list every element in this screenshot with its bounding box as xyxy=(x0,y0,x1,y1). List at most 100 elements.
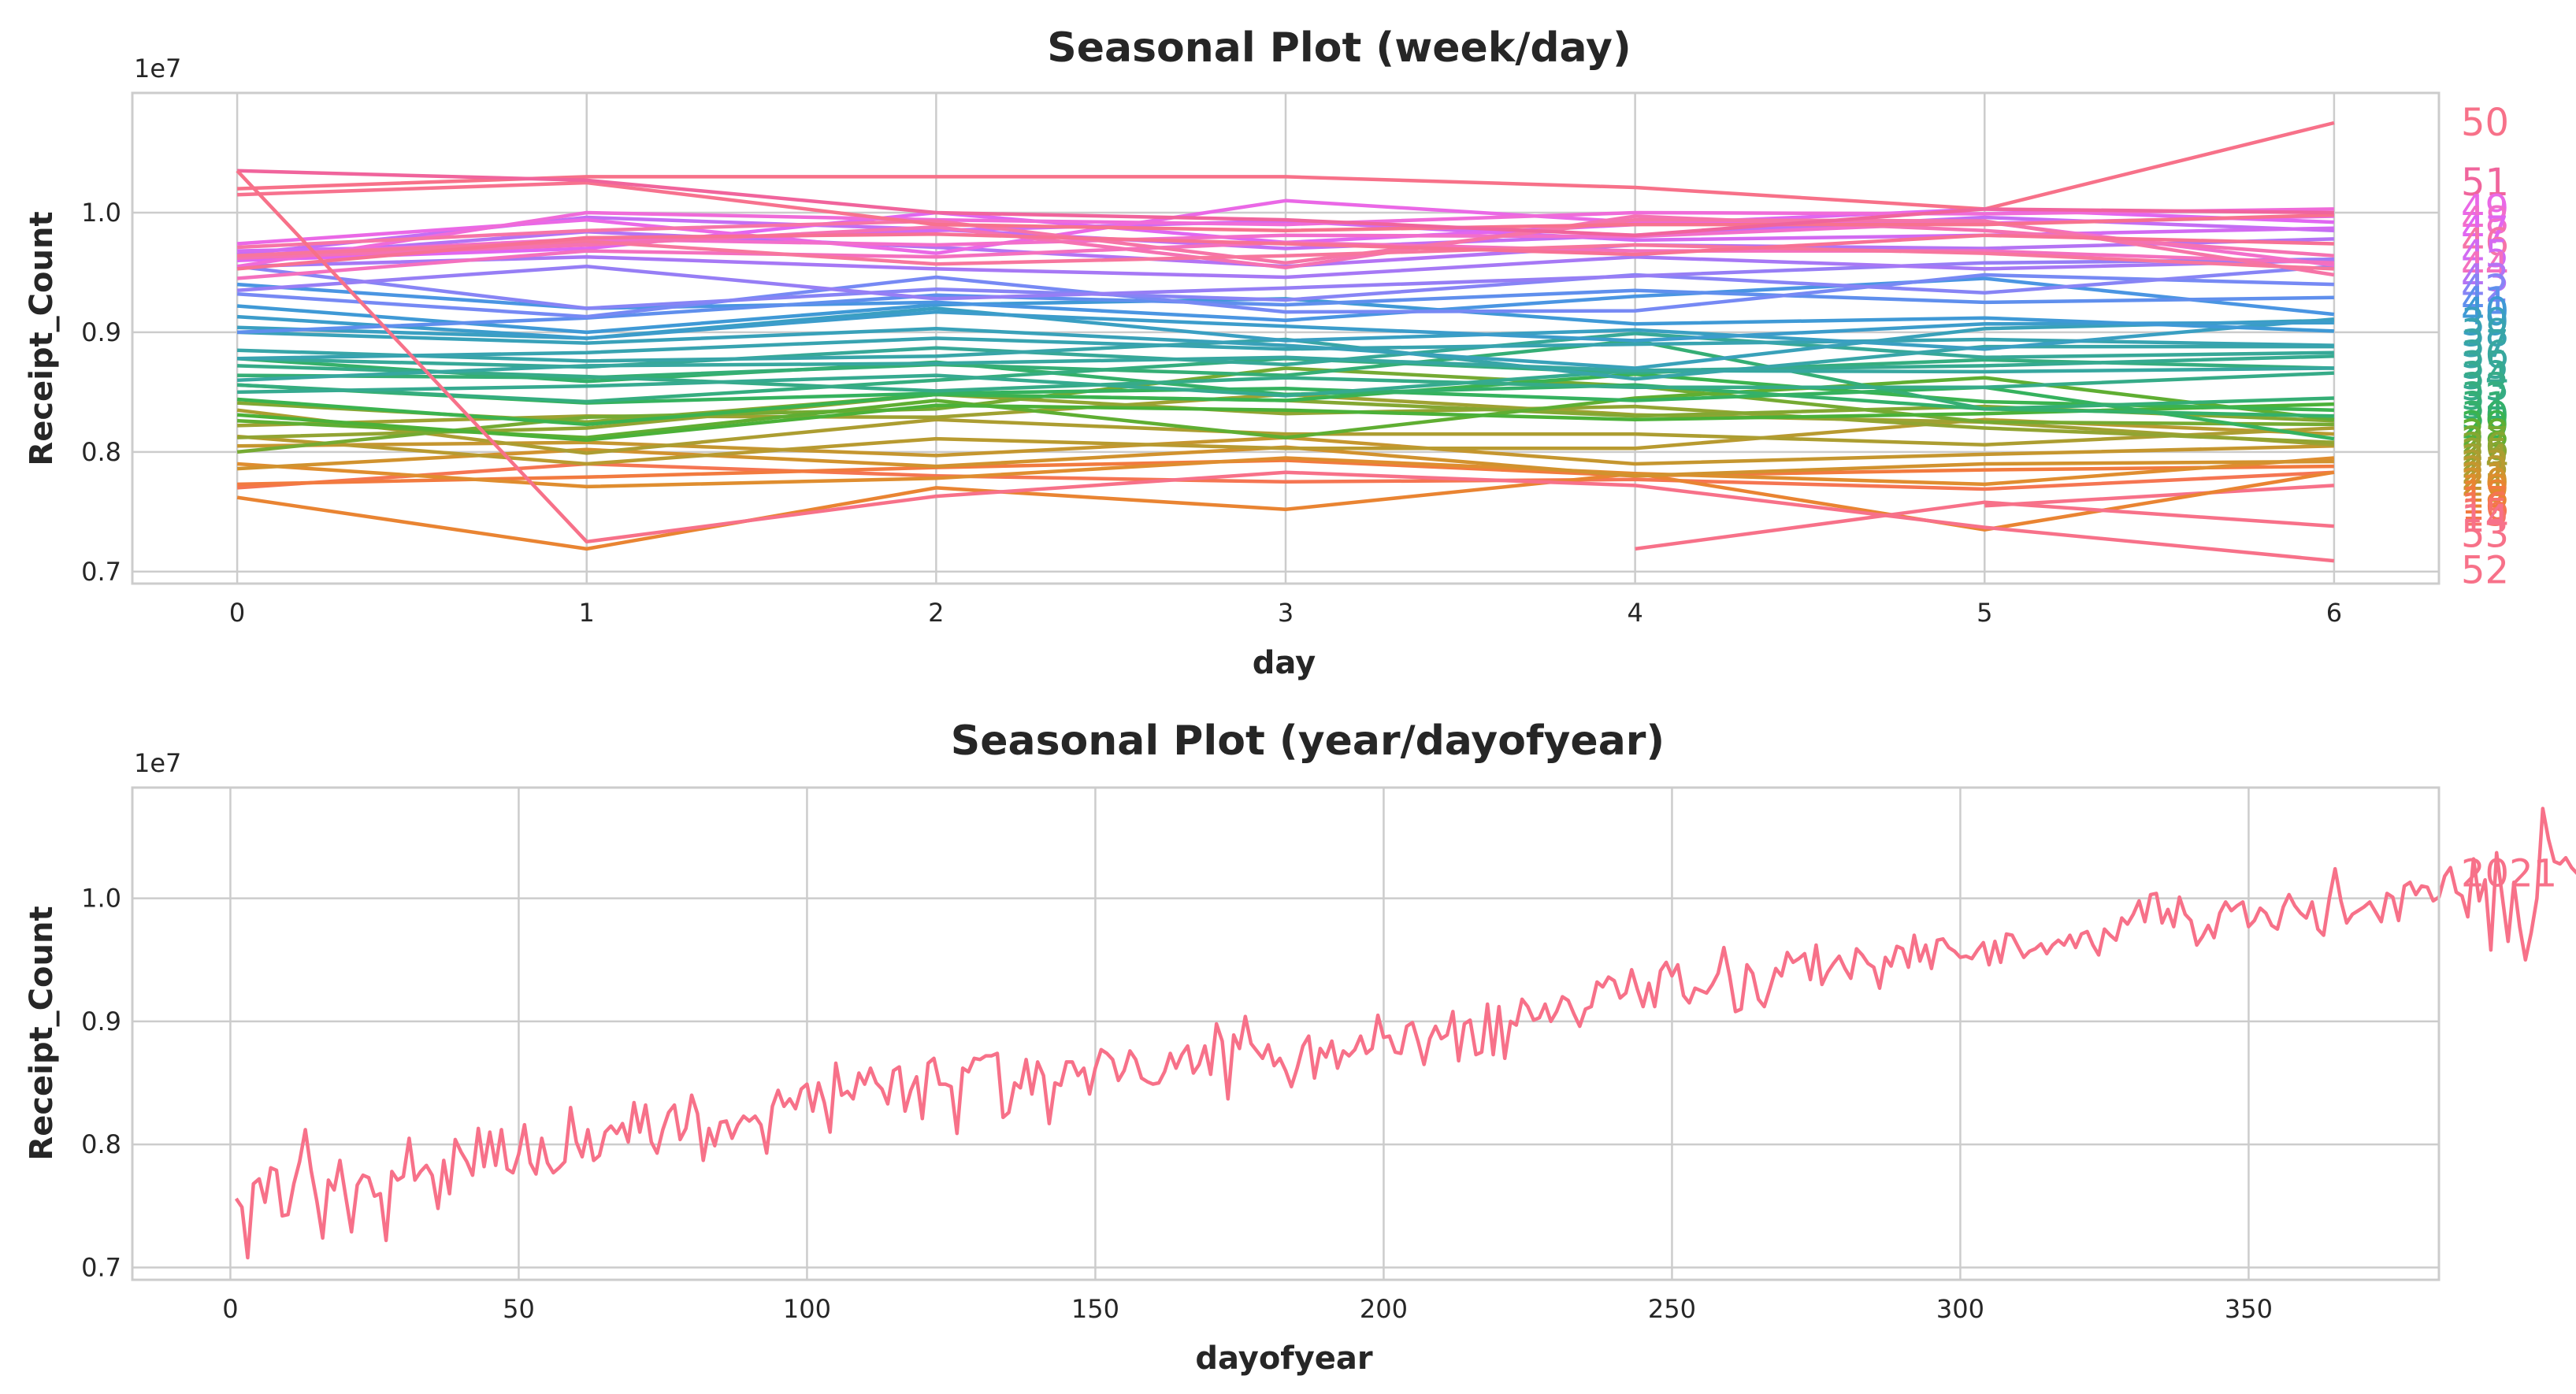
x-tick-label: 300 xyxy=(1936,1294,1984,1324)
series-end-label: 23 xyxy=(2461,443,2509,488)
series-end-label: 51 xyxy=(2461,161,2509,205)
y-tick-label: 0.8 xyxy=(81,1129,121,1159)
chart-title: Seasonal Plot (week/day) xyxy=(1047,24,1631,72)
y-tick-label: 0.9 xyxy=(81,317,121,347)
y-axis-label: Receipt_Count xyxy=(24,906,60,1160)
series-end-label: 26 xyxy=(2461,425,2509,469)
series-end-label: 50 xyxy=(2461,101,2509,145)
series-end-label: 49 xyxy=(2461,187,2509,231)
series-line-8 xyxy=(236,417,2334,466)
series-line-51 xyxy=(237,169,2334,238)
series-end-label: 37 xyxy=(2461,322,2509,366)
series-end-label: 16 xyxy=(2461,485,2509,529)
x-tick-label: 100 xyxy=(783,1294,831,1324)
series-line-46 xyxy=(236,217,2335,277)
series-end-label: 33 xyxy=(2461,365,2509,410)
series-end-label: 20 xyxy=(2461,461,2509,505)
x-tick-label: 2 xyxy=(928,598,944,628)
series-line-1 xyxy=(1984,484,2335,508)
series-end-label: 21 xyxy=(2461,455,2509,499)
series-line-22 xyxy=(237,354,2334,398)
series-end-label: 42 xyxy=(2461,267,2509,311)
x-tick-label: 4 xyxy=(1627,598,1642,628)
x-tick-label: 6 xyxy=(2326,598,2342,628)
series-end-label: 24 xyxy=(2461,437,2509,481)
series-line-34 xyxy=(236,265,2335,310)
series-end-label: 15 xyxy=(2461,491,2509,535)
series-end-label: 34 xyxy=(2461,354,2509,399)
y-axis-label: Receipt_Count xyxy=(24,211,60,465)
x-tick-label: 50 xyxy=(503,1294,535,1324)
series-end-label: 41 xyxy=(2461,279,2509,323)
series-end-label: 53 xyxy=(2461,513,2509,557)
series-end-label: 30 xyxy=(2461,394,2509,438)
x-axis-label: day xyxy=(1253,645,1316,681)
y-tick-label: 1.0 xyxy=(81,884,121,914)
series-line-13 xyxy=(236,366,2334,454)
series-line-9 xyxy=(236,408,2335,455)
series-line-14 xyxy=(236,376,2335,439)
series-line-21 xyxy=(237,364,2334,393)
series-line-42 xyxy=(236,207,2334,269)
series-line-16 xyxy=(236,372,2334,427)
series-end-label: 43 xyxy=(2461,257,2509,301)
series-line-29 xyxy=(236,310,2334,343)
x-tick-label: 250 xyxy=(1648,1294,1696,1324)
series-line-26 xyxy=(237,336,2334,361)
series-end-label: 47 xyxy=(2461,209,2509,253)
series-end-label: 2021 xyxy=(2461,851,2557,895)
series-line-2021 xyxy=(234,806,2576,1260)
x-tick-label: 150 xyxy=(1071,1294,1119,1324)
chart-title: Seasonal Plot (year/dayofyear) xyxy=(951,717,1665,765)
x-tick-label: 0 xyxy=(229,598,245,628)
series-end-label: 45 xyxy=(2461,232,2509,276)
y-tick-label: 0.7 xyxy=(81,557,121,587)
series-end-label: 25 xyxy=(2461,431,2509,475)
series-line-45 xyxy=(237,214,2335,270)
y-offset-label: 1e7 xyxy=(134,54,181,83)
y-tick-label: 0.8 xyxy=(81,437,121,467)
series-line-11 xyxy=(237,392,2334,444)
series-line-3 xyxy=(237,458,2334,487)
series-line-5 xyxy=(236,456,2335,489)
series-end-label: 29 xyxy=(2461,403,2509,447)
series-end-label: 18 xyxy=(2461,473,2509,517)
series-line-49 xyxy=(237,180,2334,232)
series-end-label: 14 xyxy=(2461,497,2509,541)
y-offset-label: 1e7 xyxy=(134,748,181,778)
series-line-33 xyxy=(236,272,2334,319)
series-end-label: 48 xyxy=(2461,199,2509,243)
y-tick-label: 1.0 xyxy=(81,198,121,228)
yearly-seasonal-plot: Seasonal Plot (year/dayofyear) 1e7 0 50 10… xyxy=(24,717,2576,1377)
series-end-label: 17 xyxy=(2461,479,2509,523)
series-line-48 xyxy=(236,232,2334,271)
series-line-38 xyxy=(236,215,2334,257)
plot-area-frame xyxy=(131,91,2441,585)
series-line-52 xyxy=(236,169,2335,563)
x-tick-label: 3 xyxy=(1278,598,1294,628)
series-end-label: 27 xyxy=(2461,419,2509,463)
series-line-15 xyxy=(236,402,2334,442)
y-tick-label: 0.7 xyxy=(81,1252,121,1282)
series-end-label: 31 xyxy=(2461,384,2509,428)
x-tick-label: 0 xyxy=(222,1294,238,1324)
series-line-27 xyxy=(237,318,2334,370)
series-line-4 xyxy=(236,470,2335,551)
series-end-label: 32 xyxy=(2461,375,2509,419)
series-end-label: 38 xyxy=(2461,311,2509,355)
series-end-label: 44 xyxy=(2461,244,2509,288)
series-end-label: 52 xyxy=(2461,548,2509,592)
series-end-label: 28 xyxy=(2461,412,2509,456)
series-line-35 xyxy=(236,257,2334,301)
x-tick-label: 350 xyxy=(2225,1294,2273,1324)
x-tick-label: 5 xyxy=(1977,598,1992,628)
series-line-24 xyxy=(237,355,2334,382)
series-end-label: 22 xyxy=(2461,449,2509,493)
series-line-36 xyxy=(237,254,2334,280)
series-end-label: 46 xyxy=(2461,221,2509,265)
series-end-label: 39 xyxy=(2461,301,2509,345)
series-line-47 xyxy=(237,239,2335,271)
x-tick-label: 200 xyxy=(1360,1294,1408,1324)
